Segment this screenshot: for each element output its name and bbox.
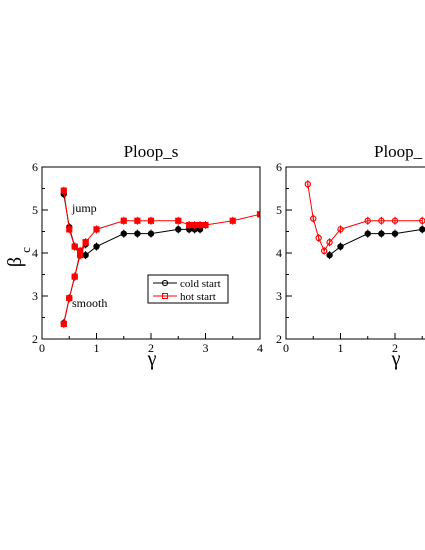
left-point-cold-start: [82, 251, 89, 259]
left-point-hot-start: [191, 221, 198, 229]
left-y-tick-label: 2: [32, 332, 38, 346]
legend-label-hot: hot start: [180, 291, 216, 303]
right-x-tick-label: 2: [392, 341, 398, 355]
left-point-hot-start: [93, 226, 100, 233]
left-plot-area: [60, 186, 260, 328]
right-point-hot-start: [315, 234, 322, 242]
left-y-tick-label: 3: [32, 289, 38, 303]
right-y-tick-label: 6: [276, 160, 282, 174]
left-y-axis-label-sub: c: [18, 247, 33, 253]
left-x-axis-label: γ: [147, 348, 157, 370]
left-point-cold-start: [120, 230, 127, 237]
right-y-ticks: 2 3 4 5 6: [276, 160, 292, 346]
annotation-jump: jump: [71, 201, 97, 215]
right-point-hot-start: [364, 217, 371, 224]
left-y-tick-label: 6: [32, 160, 38, 174]
left-x-tick-label: 3: [203, 341, 209, 355]
left-x-ticks: 0 1 2 3 4: [39, 333, 263, 355]
left-x-tick-label: 4: [257, 341, 263, 355]
right-point-cold-start: [391, 230, 399, 237]
left-panel: Ploop_s 0 1 2 3 4 2 3 4 5 6 γ β c jump smooth co…: [4, 142, 263, 370]
left-point-hot-start: [196, 221, 204, 229]
left-point-hot-start: [77, 252, 84, 259]
left-point-hot-start: [82, 239, 89, 246]
left-point-hot-start: [71, 273, 78, 280]
left-point-hot-start: [134, 217, 141, 224]
left-point-hot-start: [60, 187, 67, 194]
right-title: Ploop_: [374, 142, 423, 161]
right-y-tick-label: 2: [276, 332, 282, 346]
left-x-tick-label: 2: [148, 341, 154, 355]
left-point-cold-start: [93, 243, 100, 250]
right-point-hot-start: [337, 226, 344, 233]
legend-label-cold: cold start: [180, 278, 221, 290]
left-point-hot-start: [66, 295, 73, 302]
right-point-cold-start: [378, 230, 385, 237]
right-point-cold-start: [326, 251, 333, 259]
right-point-hot-start: [378, 217, 385, 224]
left-point-hot-start: [202, 221, 209, 229]
left-point-cold-start: [147, 230, 155, 237]
left-y-axis-label-main: β: [4, 257, 26, 267]
right-y-tick-label: 5: [276, 203, 282, 217]
right-y-tick-label: 4: [276, 246, 282, 260]
left-x-tick-label: 1: [94, 341, 100, 355]
legend: cold start hot start: [147, 274, 229, 304]
right-series-line-cold-start: [329, 228, 423, 256]
left-y-tick-label: 4: [32, 246, 38, 260]
left-y-tick-label: 5: [32, 203, 38, 217]
right-point-cold-start: [419, 226, 425, 233]
left-point-hot-start: [120, 217, 127, 224]
right-point-hot-start: [391, 217, 399, 224]
left-y-axis-label: β: [4, 257, 26, 267]
left-point-hot-start: [66, 226, 73, 233]
right-panel: Ploop_ 0 1 2 2 3 4 5 6 γ: [276, 142, 425, 370]
right-x-ticks: 0 1 2: [283, 333, 423, 355]
left-title: Ploop_s: [124, 142, 179, 161]
right-point-cold-start: [364, 230, 371, 237]
right-y-tick-label: 3: [276, 289, 282, 303]
right-x-axis-label: γ: [391, 348, 401, 370]
legend-box: [147, 274, 229, 304]
left-point-hot-start: [186, 221, 193, 229]
right-series-line-hot-start: [307, 184, 423, 252]
left-point-hot-start: [71, 243, 78, 250]
annotation-smooth: smooth: [72, 296, 107, 310]
right-point-hot-start: [310, 215, 317, 222]
left-frame: [41, 166, 261, 340]
right-point-cold-start: [337, 243, 344, 250]
right-x-tick-label: 0: [283, 341, 289, 355]
right-point-hot-start: [304, 180, 311, 188]
left-point-hot-start: [175, 217, 182, 224]
right-frame: [285, 166, 425, 340]
left-series-group: [60, 186, 260, 328]
legend-marker-cold: [161, 279, 169, 287]
legend-marker-hot: [162, 293, 168, 299]
left-x-tick-label: 0: [39, 341, 45, 355]
right-series-group: [304, 180, 425, 260]
right-x-tick-label: 1: [338, 341, 344, 355]
right-point-hot-start: [326, 239, 333, 246]
left-point-cold-start: [134, 230, 141, 237]
left-point-hot-start: [147, 217, 155, 224]
left-y-ticks: 2 3 4 5 6: [32, 160, 48, 346]
left-point-hot-start: [60, 320, 67, 328]
right-point-hot-start: [320, 247, 328, 255]
left-point-hot-start: [229, 217, 236, 224]
left-point-cold-start: [175, 226, 182, 233]
right-plot-area: [304, 180, 425, 260]
